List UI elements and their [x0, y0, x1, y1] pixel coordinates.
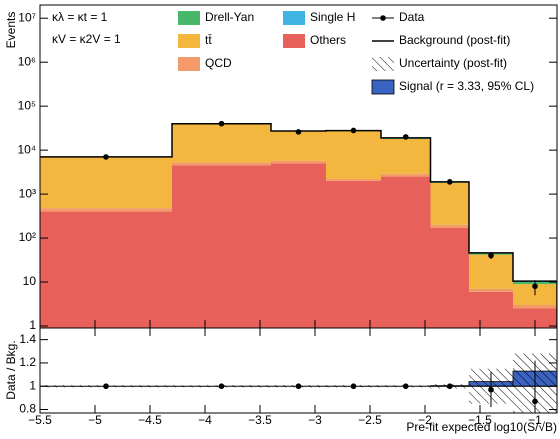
- x-tick-label: −1.5: [468, 413, 492, 427]
- legend-swatch: [178, 11, 200, 25]
- stack-segment: [271, 131, 326, 161]
- y-tick-label: 1.2: [19, 355, 36, 369]
- x-tick-label: −3: [308, 413, 322, 427]
- x-tick-label: −4: [198, 413, 212, 427]
- ratio-point: [218, 383, 225, 390]
- stack-segment: [430, 227, 469, 328]
- stack-segment: [381, 176, 431, 328]
- x-axis-label: Pre-fit expected log10(S/√B): [406, 420, 557, 434]
- stack-segment: [469, 291, 513, 328]
- stack-segment: [172, 165, 271, 328]
- y-axis-label: Events: [4, 12, 18, 49]
- stack-segment: [40, 208, 172, 212]
- stack-segment: [271, 160, 326, 164]
- ratio-point: [103, 383, 109, 390]
- stack-segment: [271, 163, 326, 328]
- data-point: [295, 129, 302, 135]
- legend-label: Data: [399, 10, 425, 24]
- legend-swatch: [178, 34, 200, 48]
- stack-segment: [381, 173, 431, 177]
- x-tick-label: −5.5: [28, 413, 52, 427]
- stack-segment: [513, 308, 557, 328]
- stack-segment: [172, 162, 271, 166]
- y-tick-label: 1: [29, 378, 36, 392]
- stack-segment: [469, 288, 513, 292]
- data-point: [103, 154, 109, 160]
- legend-swatch: [372, 57, 394, 71]
- data-point: [218, 120, 225, 127]
- stack-segment: [513, 305, 557, 309]
- legend-label: QCD: [205, 56, 232, 70]
- stack-segment: [381, 139, 431, 174]
- legend-swatch: [178, 57, 200, 71]
- data-point: [350, 127, 357, 134]
- ratio-point: [488, 386, 494, 393]
- stack-segment: [326, 180, 381, 328]
- ratio-point: [295, 383, 302, 390]
- annotation: κλ = κt = 1: [52, 10, 108, 24]
- y-tick-label: 10: [23, 274, 37, 288]
- main-plot: [40, 120, 557, 328]
- stack-segment: [430, 182, 469, 225]
- ratio-plot: [40, 353, 557, 413]
- legend-label: Uncertainty (post-fit): [399, 56, 507, 70]
- y-tick-label: 1: [29, 318, 36, 332]
- legend-swatch: [283, 34, 305, 48]
- data-point: [488, 252, 494, 259]
- ratio-axis-label: Data / Bkg.: [4, 340, 18, 399]
- x-tick-label: −2: [418, 413, 432, 427]
- legend-label: Background (post-fit): [399, 33, 510, 47]
- legend-label: Single H: [310, 10, 355, 24]
- legend-label: Drell-Yan: [205, 10, 254, 24]
- ratio-point: [402, 383, 409, 390]
- ratio-frame: [39, 327, 558, 414]
- y-tick-label: 10⁵: [18, 98, 36, 112]
- legend-swatch: [283, 11, 305, 25]
- x-tick-label: −3.5: [248, 413, 272, 427]
- legend-label: tt̄: [205, 33, 212, 47]
- ratio-point: [350, 383, 357, 390]
- data-point: [402, 134, 409, 140]
- y-tick-label: 10²: [19, 230, 36, 244]
- x-tick-label: −5: [88, 413, 102, 427]
- background-outline: [40, 122, 557, 328]
- stack-segment: [40, 211, 172, 328]
- stack-segment: [326, 179, 381, 181]
- ratio-point: [532, 398, 538, 405]
- ratio-point: [446, 383, 453, 390]
- y-tick-label: 1.4: [19, 332, 36, 346]
- stack-segment: [430, 224, 469, 228]
- legend-label: Signal (r = 3.33, 95% CL): [399, 79, 534, 93]
- data-point: [446, 179, 453, 185]
- y-tick-label: 10³: [19, 186, 36, 200]
- annotation: κV = κ2V = 1: [52, 32, 121, 46]
- overlay: 1 10 10² 10³ 10⁴ 10⁵ 10⁶ 10⁷ 0.8 1 1.2 1.4 −5.5 −5 −4.…: [17, 10, 557, 427]
- stack-segment: [172, 123, 271, 163]
- legend-label: Others: [310, 33, 346, 47]
- legend-marker: [380, 15, 386, 21]
- x-tick-label: −4.5: [138, 413, 162, 427]
- stack-segment: [40, 156, 172, 209]
- y-tick-label: 10⁶: [18, 54, 36, 68]
- x-tick-label: −2.5: [358, 413, 382, 427]
- y-tick-label: 10⁴: [17, 142, 36, 156]
- stack-segment: [326, 131, 381, 180]
- stack-segment: [469, 254, 513, 289]
- y-tick-label: 10⁷: [18, 10, 36, 24]
- data-point: [532, 283, 538, 290]
- legend-swatch: [371, 79, 395, 95]
- x-tick-label: −1: [528, 413, 542, 427]
- y-tick-label: 0.8: [19, 402, 36, 416]
